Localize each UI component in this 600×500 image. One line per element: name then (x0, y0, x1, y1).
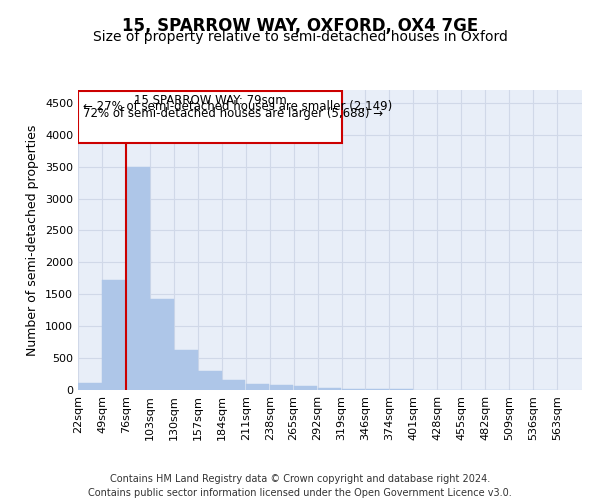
Bar (198, 372, 221, 390)
Bar (222, 380, 245, 390)
Bar (150, 298, 173, 390)
Text: 15 SPARROW WAY: 79sqm: 15 SPARROW WAY: 79sqm (134, 94, 287, 107)
Text: 72% of semi-detached houses are larger (5,688) →: 72% of semi-detached houses are larger (… (83, 107, 383, 120)
Bar (102, 280, 125, 390)
Bar (342, 389, 365, 390)
Y-axis label: Number of semi-detached properties: Number of semi-detached properties (26, 124, 40, 356)
Bar (294, 386, 317, 390)
Text: Size of property relative to semi-detached houses in Oxford: Size of property relative to semi-detach… (92, 30, 508, 44)
Text: 15, SPARROW WAY, OXFORD, OX4 7GE: 15, SPARROW WAY, OXFORD, OX4 7GE (122, 18, 478, 36)
Text: ← 27% of semi-detached houses are smaller (2,149): ← 27% of semi-detached houses are smalle… (83, 100, 392, 113)
FancyBboxPatch shape (78, 92, 343, 143)
Bar (318, 388, 341, 390)
Bar (270, 385, 293, 390)
Text: Contains HM Land Registry data © Crown copyright and database right 2024.
Contai: Contains HM Land Registry data © Crown c… (88, 474, 512, 498)
Bar (174, 350, 197, 390)
Bar (126, 166, 149, 390)
Bar (78, 383, 102, 390)
Bar (246, 384, 269, 390)
